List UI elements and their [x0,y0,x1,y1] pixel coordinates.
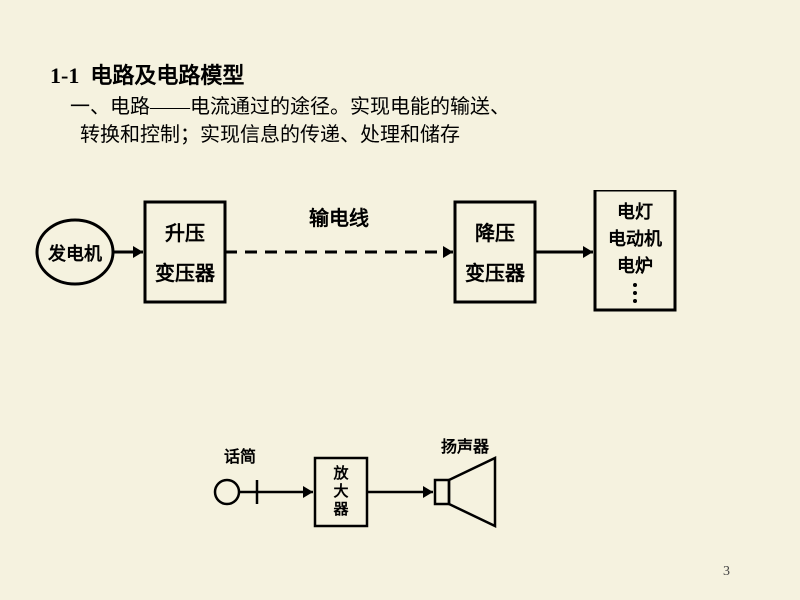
arrowhead-mic-amp [303,486,313,498]
load-dots-2 [633,291,637,295]
stepup-transformer-node [145,202,225,302]
intro-rest: 电流通过的途径。实现电能的输送、 [190,96,510,118]
stepdown-label-2: 变压器 [465,261,526,285]
amp-label-3: 器 [332,501,349,518]
stepdown-label-1: 降压 [475,221,515,245]
amp-label-2: 大 [333,482,348,500]
section-number: 1-1 [50,63,79,88]
load-label-1: 电灯 [617,201,653,222]
amp-label-1: 放 [332,464,349,482]
load-dots-3 [633,299,637,303]
section-heading: 1-1 电路及电路模型 [50,58,244,90]
load-label-3: 电炉 [617,255,653,276]
section-title: 电路及电路模型 [90,63,244,88]
load-dots-1 [633,283,637,287]
page-number: 3 [723,564,730,580]
microphone-label: 话简 [224,447,256,466]
audio-system-diagram: 话简 放 大 器 扬声器 [195,430,555,550]
arrowhead-amp-speaker [423,486,433,498]
arrowhead-1 [133,246,143,258]
transmission-line-label: 输电线 [309,206,369,230]
speaker-cone [449,458,495,526]
intro-prefix: 一、电路—— [70,96,190,118]
arrowhead-3 [583,246,593,258]
generator-label: 发电机 [47,243,102,264]
load-label-2: 电动机 [608,228,662,249]
speaker-body [435,480,449,504]
power-system-diagram: 发电机 升压 变压器 输电线 降压 变压器 电灯 电动机 电炉 [25,190,725,330]
stepup-label-2: 变压器 [155,261,216,285]
intro-line1: 一、电路——电流通过的途径。实现电能的输送、 [70,90,510,119]
stepdown-transformer-node [455,202,535,302]
arrowhead-2 [443,246,453,258]
microphone-icon [215,480,239,504]
speaker-label: 扬声器 [441,437,490,456]
stepup-label-1: 升压 [165,222,205,245]
intro-line2: 转换和控制；实现信息的传递、处理和储存 [80,118,460,147]
